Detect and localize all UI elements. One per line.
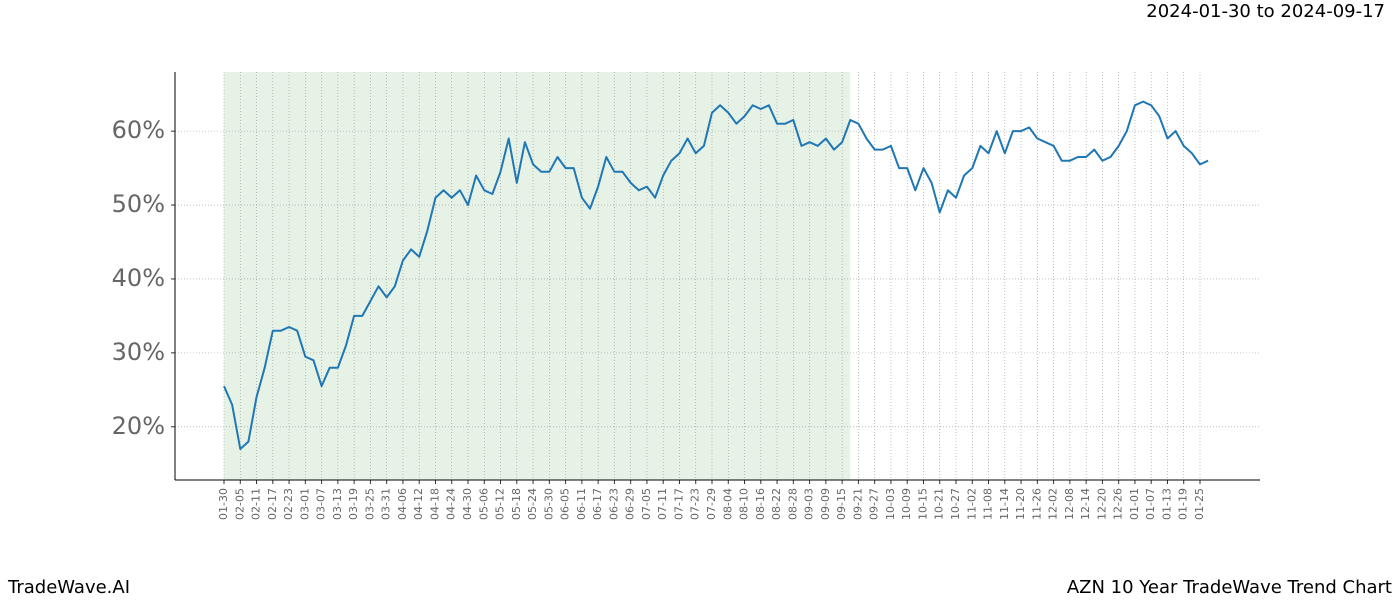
x-tick-label: 07-29: [705, 488, 718, 520]
x-tick-label: 03-07: [315, 488, 328, 520]
y-tick-label: 60%: [112, 116, 165, 144]
x-tick-label: 06-11: [575, 488, 588, 520]
x-tick-label: 04-12: [412, 488, 425, 520]
x-tick-label: 06-17: [591, 488, 604, 520]
x-tick-label: 03-13: [331, 488, 344, 520]
x-tick-label: 06-23: [607, 488, 620, 520]
x-tick-label: 12-26: [1112, 488, 1125, 520]
date-range: 2024-01-30 to 2024-09-17: [1146, 1, 1385, 22]
x-tick-label: 04-18: [428, 488, 441, 520]
x-tick-label: 09-09: [819, 488, 832, 520]
x-tick-label: 08-22: [770, 488, 783, 520]
x-tick-label: 10-03: [884, 488, 897, 520]
x-tick-label: 05-18: [510, 488, 523, 520]
x-tick-label: 10-09: [900, 488, 913, 520]
x-tick-label: 04-24: [445, 488, 458, 520]
x-tick-label: 08-10: [738, 488, 751, 520]
x-tick-label: 02-05: [233, 488, 246, 520]
x-tick-label: 10-15: [916, 488, 929, 520]
x-tick-label: 01-01: [1128, 488, 1141, 520]
x-tick-label: 01-30: [217, 488, 230, 520]
x-tick-label: 05-24: [526, 488, 539, 520]
y-tick-label: 40%: [112, 264, 165, 292]
x-tick-label: 06-05: [559, 488, 572, 520]
x-tick-label: 10-27: [949, 488, 962, 520]
x-tick-label: 08-16: [754, 488, 767, 520]
x-tick-label: 11-02: [965, 488, 978, 520]
x-tick-label: 12-08: [1063, 488, 1076, 520]
x-tick-label: 06-29: [624, 488, 637, 520]
x-tick-label: 02-17: [266, 488, 279, 520]
x-tick-label: 04-06: [396, 488, 409, 520]
highlight-range: [224, 72, 851, 480]
x-tick-label: 05-30: [542, 488, 555, 520]
price-line: [223, 100, 1209, 450]
x-tick-label: 01-25: [1193, 488, 1206, 520]
x-tick-label: 11-14: [998, 488, 1011, 520]
x-tick-label: 01-07: [1144, 488, 1157, 520]
x-tick-label: 03-19: [347, 488, 360, 520]
x-tick-label: 07-05: [640, 488, 653, 520]
x-tick-label: 03-31: [380, 488, 393, 520]
x-tick-label: 05-12: [494, 488, 507, 520]
x-tick-label: 01-19: [1177, 488, 1190, 520]
y-tick-label: 50%: [112, 190, 165, 218]
x-tick-label: 08-04: [721, 488, 734, 520]
x-tick-label: 10-21: [933, 488, 946, 520]
x-tick-label: 07-17: [672, 488, 685, 520]
y-tick-label: 20%: [112, 412, 165, 440]
brand: TradeWave.AI: [7, 577, 130, 598]
x-tick-label: 09-03: [803, 488, 816, 520]
x-tick-label: 07-11: [656, 488, 669, 520]
x-tick-label: 01-13: [1160, 488, 1173, 520]
x-tick-label: 09-21: [851, 488, 864, 520]
chart-title: AZN 10 Year TradeWave Trend Chart: [1067, 577, 1392, 598]
x-tick-label: 05-06: [477, 488, 490, 520]
x-tick-label: 07-23: [689, 488, 702, 520]
x-tick-label: 02-23: [282, 488, 295, 520]
x-tick-label: 09-15: [835, 488, 848, 520]
x-tick-label: 12-14: [1079, 488, 1092, 520]
x-tick-label: 11-26: [1030, 488, 1043, 520]
x-tick-label: 02-11: [250, 488, 263, 520]
y-tick-label: 30%: [112, 338, 165, 366]
x-tick-label: 11-20: [1014, 488, 1027, 520]
x-tick-label: 12-20: [1095, 488, 1108, 520]
x-tick-label: 03-25: [363, 488, 376, 520]
x-tick-label: 08-28: [786, 488, 799, 520]
x-tick-label: 12-02: [1047, 488, 1060, 520]
x-tick-label: 09-27: [868, 488, 881, 520]
x-tick-label: 04-30: [461, 488, 474, 520]
x-tick-label: 03-01: [298, 488, 311, 520]
x-tick-label: 11-08: [982, 488, 995, 520]
